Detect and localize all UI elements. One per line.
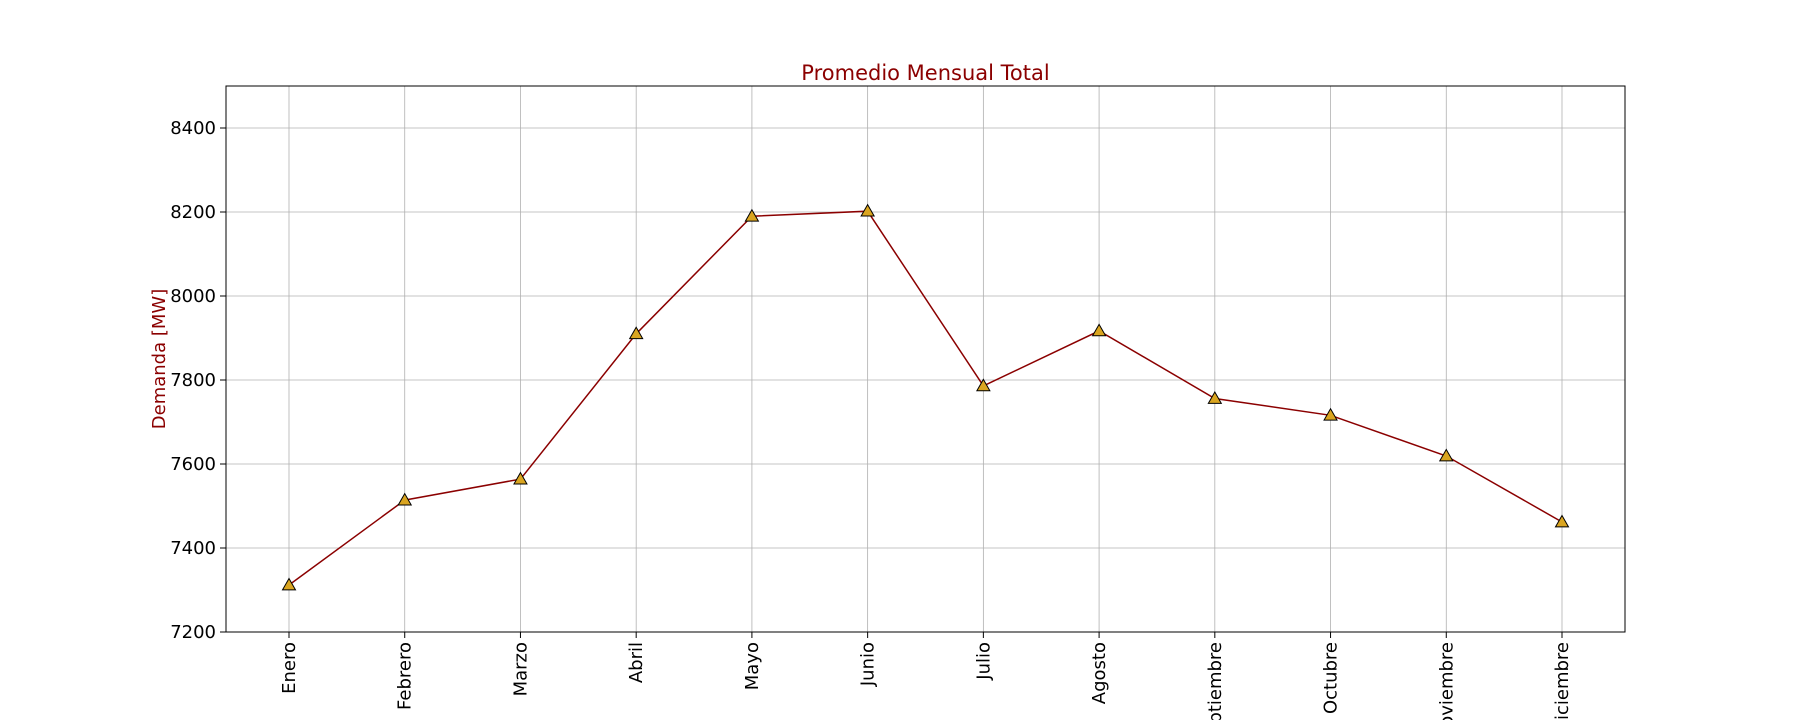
data-point-marker [281, 577, 297, 591]
y-axis-label: Demanda [MW] [149, 289, 170, 429]
x-tick-label: Abril [626, 642, 647, 683]
x-tick-label: Marzo [510, 642, 531, 696]
x-tick-label: Mayo [742, 642, 763, 690]
y-tick-label: 7800 [170, 370, 216, 391]
data-point-marker [1554, 514, 1570, 528]
data-point-marker [976, 378, 991, 392]
x-tick-label: Noviembre [1436, 642, 1457, 720]
series-line [288, 210, 1563, 586]
y-tick-label: 7600 [170, 454, 216, 475]
x-tick-label: Enero [279, 642, 300, 694]
grid-lines [226, 86, 1625, 633]
x-axis: Enero Febrero Marzo Abril Mayo Junio Julio Agos… [279, 632, 1573, 720]
data-point-marker [1323, 407, 1338, 421]
chart-title: Promedio Mensual Total [801, 61, 1049, 85]
plot-frame [225, 85, 1626, 633]
x-tick-label: Octubre [1321, 642, 1342, 714]
x-tick-label: Septiembre [1205, 642, 1226, 720]
data-point-marker [1207, 390, 1223, 404]
x-tick-label: Diciembre [1552, 642, 1573, 720]
y-tick-label: 8200 [170, 202, 216, 223]
data-point-marker [513, 471, 528, 485]
x-tick-label: Febrero [395, 642, 416, 710]
y-tick-label: 8000 [170, 286, 216, 307]
data-point-marker [397, 492, 413, 506]
y-tick-label: 7400 [170, 538, 216, 559]
series-markers [281, 203, 1570, 591]
y-tick-label: 8400 [170, 118, 216, 139]
y-axis: 7200 7400 7600 7800 8000 8200 8400 [170, 118, 226, 643]
x-tick-label: Julio [973, 642, 994, 681]
data-point-marker [744, 208, 760, 222]
data-point-marker [628, 326, 644, 340]
x-tick-label: Junio [858, 642, 879, 687]
data-point-marker [1091, 323, 1107, 337]
data-point-marker [1438, 448, 1454, 462]
y-tick-label: 7200 [170, 622, 216, 643]
data-point-marker [860, 203, 875, 217]
x-tick-label: Agosto [1089, 642, 1110, 704]
